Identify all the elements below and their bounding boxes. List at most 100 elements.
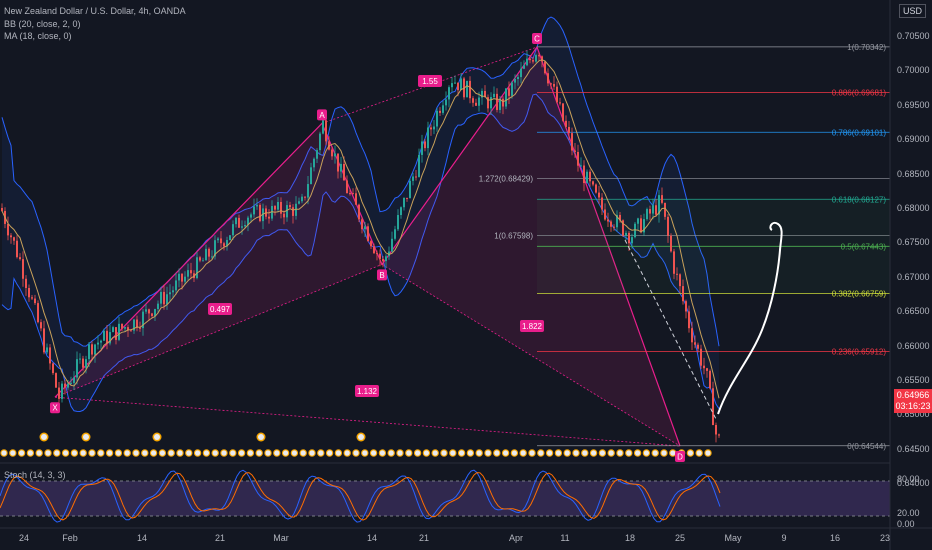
- event-icon[interactable]: [369, 448, 378, 458]
- event-icon[interactable]: [694, 448, 704, 458]
- event-icon[interactable]: [8, 448, 18, 458]
- event-icon[interactable]: [527, 448, 537, 458]
- event-icon[interactable]: [219, 448, 229, 458]
- event-icon[interactable]: [298, 448, 308, 458]
- economic-events-row[interactable]: [0, 432, 713, 458]
- candle-body: [70, 382, 72, 384]
- event-icon[interactable]: [114, 448, 123, 458]
- event-icon[interactable]: [342, 448, 352, 458]
- pattern-point-badge: [532, 33, 542, 45]
- event-icon[interactable]: [281, 448, 290, 458]
- event-icon-raised[interactable]: [256, 432, 266, 442]
- event-icon[interactable]: [140, 448, 150, 458]
- event-icon[interactable]: [17, 448, 26, 458]
- event-icon[interactable]: [536, 448, 546, 458]
- event-icon[interactable]: [87, 448, 97, 458]
- event-icon[interactable]: [237, 448, 246, 458]
- bollinger-legend[interactable]: BB (20, close, 2, 0): [4, 19, 81, 29]
- event-icon-raised[interactable]: [356, 432, 366, 442]
- event-icon[interactable]: [254, 448, 264, 458]
- event-icon[interactable]: [501, 448, 510, 458]
- event-icon[interactable]: [474, 448, 484, 458]
- candle-body: [223, 243, 225, 247]
- event-icon[interactable]: [158, 448, 167, 458]
- event-icon[interactable]: [598, 448, 607, 458]
- symbol-title[interactable]: New Zealand Dollar / U.S. Dollar, 4h, OA…: [4, 6, 186, 16]
- event-icon[interactable]: [633, 448, 642, 458]
- event-icon[interactable]: [413, 448, 422, 458]
- event-icon[interactable]: [510, 448, 519, 458]
- event-icon[interactable]: [703, 448, 713, 458]
- event-icon[interactable]: [43, 448, 53, 458]
- event-icon-raised[interactable]: [81, 432, 91, 442]
- event-icon[interactable]: [105, 448, 114, 458]
- candle-body: [121, 323, 123, 329]
- event-icon[interactable]: [360, 448, 370, 458]
- event-icon[interactable]: [210, 448, 220, 458]
- event-icon[interactable]: [61, 448, 70, 458]
- event-icon[interactable]: [615, 448, 625, 458]
- event-icon[interactable]: [606, 448, 616, 458]
- event-icon[interactable]: [272, 448, 282, 458]
- event-icon[interactable]: [166, 448, 176, 458]
- event-icon[interactable]: [149, 448, 158, 458]
- event-icon[interactable]: [26, 448, 35, 458]
- event-icon[interactable]: [316, 448, 326, 458]
- event-icon[interactable]: [483, 448, 493, 458]
- event-icon[interactable]: [263, 448, 273, 458]
- event-icon[interactable]: [642, 448, 651, 458]
- event-icon[interactable]: [624, 448, 634, 458]
- event-icon[interactable]: [448, 448, 458, 458]
- event-icon[interactable]: [562, 448, 572, 458]
- event-icon[interactable]: [492, 448, 502, 458]
- event-icon[interactable]: [78, 448, 88, 458]
- event-icon[interactable]: [246, 448, 255, 458]
- event-icon[interactable]: [70, 448, 79, 458]
- event-icon[interactable]: [386, 448, 396, 458]
- event-icon[interactable]: [122, 448, 132, 458]
- event-icon[interactable]: [34, 448, 44, 458]
- event-icon[interactable]: [96, 448, 106, 458]
- event-icon[interactable]: [378, 448, 387, 458]
- event-icon[interactable]: [395, 448, 405, 458]
- event-icon[interactable]: [228, 448, 238, 458]
- event-icon[interactable]: [0, 448, 9, 458]
- freehand-drawing[interactable]: [717, 221, 783, 415]
- event-icon[interactable]: [457, 448, 466, 458]
- ma-legend[interactable]: MA (18, close, 0): [4, 31, 72, 41]
- price-tick: 0.66000: [897, 340, 930, 351]
- event-icon[interactable]: [351, 448, 361, 458]
- event-icon[interactable]: [439, 448, 449, 458]
- event-icon[interactable]: [518, 448, 528, 458]
- event-icon[interactable]: [307, 448, 317, 458]
- event-icon[interactable]: [686, 448, 695, 458]
- fib-retracement[interactable]: [537, 46, 890, 447]
- event-icon[interactable]: [334, 448, 343, 458]
- event-icon[interactable]: [325, 448, 334, 458]
- event-icon[interactable]: [184, 448, 194, 458]
- event-icon-raised[interactable]: [152, 432, 162, 442]
- event-icon[interactable]: [589, 448, 598, 458]
- event-icon[interactable]: [430, 448, 440, 458]
- event-icon[interactable]: [571, 448, 581, 458]
- event-icon[interactable]: [668, 448, 678, 458]
- candle-body: [487, 97, 489, 109]
- currency-button[interactable]: USD: [898, 4, 926, 18]
- event-icon[interactable]: [290, 448, 299, 458]
- stoch-legend[interactable]: Stoch (14, 3, 3): [4, 470, 66, 480]
- event-icon[interactable]: [52, 448, 62, 458]
- event-icon[interactable]: [554, 448, 563, 458]
- event-icon[interactable]: [193, 448, 202, 458]
- event-icon-raised[interactable]: [39, 432, 49, 442]
- event-icon[interactable]: [202, 448, 211, 458]
- event-icon[interactable]: [545, 448, 554, 458]
- event-icon[interactable]: [580, 448, 590, 458]
- event-icon[interactable]: [650, 448, 660, 458]
- event-icon[interactable]: [175, 448, 185, 458]
- event-icon[interactable]: [466, 448, 475, 458]
- event-icon[interactable]: [422, 448, 431, 458]
- event-icon[interactable]: [659, 448, 669, 458]
- event-icon[interactable]: [131, 448, 141, 458]
- event-icon[interactable]: [404, 448, 414, 458]
